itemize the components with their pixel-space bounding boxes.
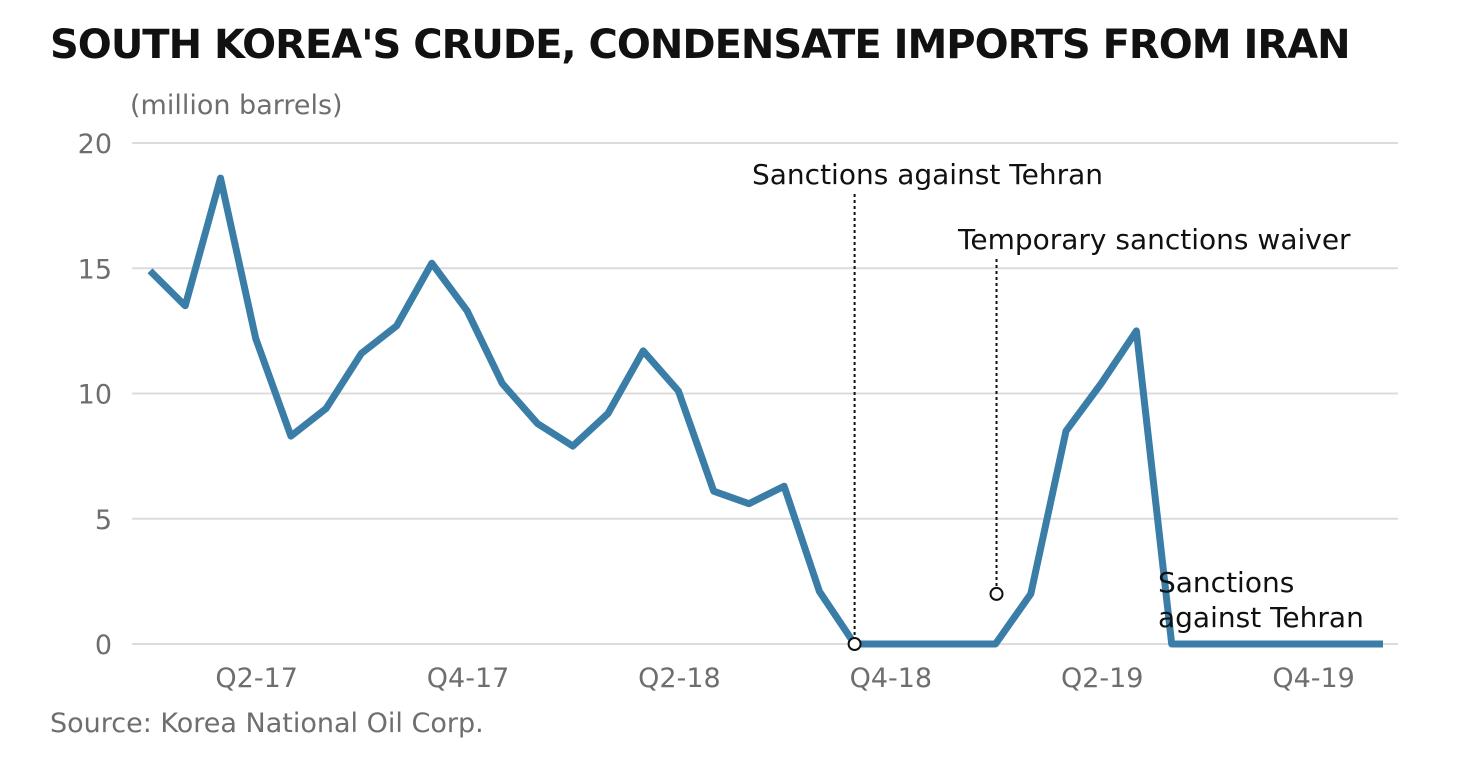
data-point [1062, 428, 1069, 435]
data-point [428, 260, 435, 267]
annotation-label: Temporary sanctions waiver [957, 223, 1351, 256]
y-axis-ticks: 0 5 10 15 20 [78, 129, 112, 661]
y-tick-label: 15 [78, 254, 112, 285]
data-point [1133, 327, 1140, 334]
series-layer [147, 174, 1387, 648]
annotation-label-line1: Sanctions [1158, 566, 1294, 599]
x-tick-label: Q2-17 [215, 663, 298, 694]
annotation-lines [853, 194, 998, 644]
data-point [393, 322, 400, 329]
y-tick-label: 10 [78, 380, 112, 411]
data-point [323, 405, 330, 412]
data-point [781, 483, 788, 490]
data-point [957, 641, 964, 648]
data-point [1098, 380, 1105, 387]
annotation-marker [847, 637, 862, 651]
x-tick-label: Q2-18 [638, 663, 721, 694]
data-point [1168, 641, 1175, 648]
data-point [922, 641, 929, 648]
x-tick-label: Q4-17 [427, 663, 510, 694]
annotation-marker [989, 586, 1004, 601]
data-point [217, 175, 224, 182]
annotation-label: Sanctions against Tehran [752, 158, 1103, 191]
data-point [1203, 641, 1210, 648]
x-axis-ticks: Q2-17 Q4-17 Q2-18 Q4-18 Q2-19 Q4-19 [215, 663, 1354, 694]
annotation-label-line2: against Tehran [1158, 601, 1364, 634]
data-point [745, 500, 752, 507]
data-point [1309, 641, 1316, 648]
data-point [147, 267, 154, 274]
data-point [1027, 590, 1034, 597]
data-point [1274, 641, 1281, 648]
data-point [640, 347, 647, 354]
gridlines [132, 142, 1398, 645]
data-point [675, 387, 682, 394]
chart-title: SOUTH KOREA'S CRUDE, CONDENSATE IMPORTS … [50, 22, 1351, 68]
data-point [710, 488, 717, 495]
data-point [499, 380, 506, 387]
data-point [534, 420, 541, 427]
data-point [182, 302, 189, 309]
data-point [1239, 641, 1246, 648]
annotations: Sanctions against Tehran Temporary sancti… [752, 158, 1364, 651]
data-point [604, 410, 611, 417]
series-line [147, 174, 1383, 648]
data-point [816, 588, 823, 595]
data-point [358, 350, 365, 357]
y-axis-unit-label: (million barrels) [130, 90, 343, 121]
y-tick-label: 0 [95, 630, 112, 661]
source-note: Source: Korea National Oil Corp. [50, 708, 484, 739]
data-point [287, 433, 294, 440]
x-tick-label: Q4-18 [850, 663, 933, 694]
x-tick-label: Q4-19 [1272, 663, 1355, 694]
data-point [569, 443, 576, 450]
data-point [992, 641, 999, 648]
data-point [886, 641, 893, 648]
y-tick-label: 5 [95, 505, 112, 536]
y-tick-label: 20 [78, 129, 112, 160]
data-point [1344, 641, 1351, 648]
x-tick-label: Q2-19 [1061, 663, 1144, 694]
data-point [252, 335, 259, 342]
data-point [1380, 641, 1387, 648]
data-point [464, 307, 471, 314]
